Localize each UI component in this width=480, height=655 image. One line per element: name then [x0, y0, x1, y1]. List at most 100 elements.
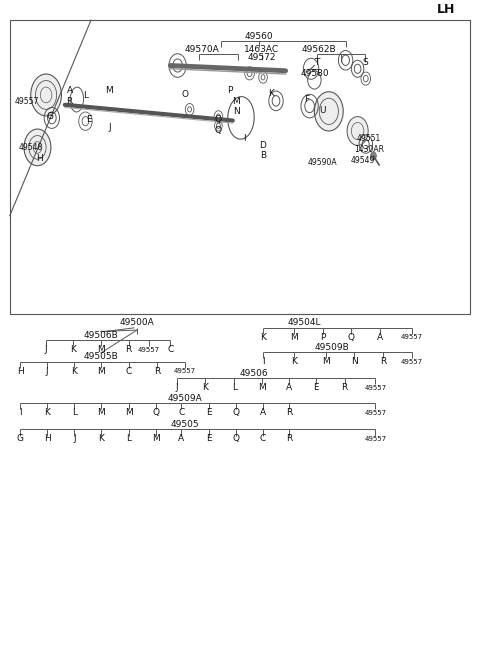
Text: K: K [268, 88, 274, 98]
Text: 49500A: 49500A [120, 318, 154, 327]
Text: M: M [97, 408, 105, 417]
Circle shape [314, 92, 343, 131]
Text: H: H [36, 154, 43, 163]
Text: R: R [286, 408, 292, 417]
Text: J: J [46, 367, 48, 376]
Text: 49572: 49572 [247, 53, 276, 62]
Text: A: A [260, 408, 266, 417]
Text: H: H [44, 434, 50, 443]
Text: E: E [86, 115, 92, 124]
Text: K: K [291, 357, 297, 366]
Text: 49580: 49580 [300, 69, 329, 78]
Text: L: L [72, 408, 77, 417]
Text: C: C [125, 367, 132, 376]
Circle shape [347, 117, 368, 145]
Text: 49557: 49557 [401, 358, 423, 365]
Text: M: M [125, 408, 132, 417]
Text: K: K [98, 434, 104, 443]
Text: 49509A: 49509A [168, 394, 202, 403]
Text: 49549: 49549 [350, 156, 374, 165]
Text: I: I [19, 408, 22, 417]
Text: R: R [125, 345, 132, 354]
Text: Q: Q [215, 126, 222, 136]
Text: J: J [108, 123, 111, 132]
Text: Q: Q [233, 434, 240, 443]
Text: 49570A: 49570A [184, 45, 219, 54]
Text: A: A [179, 434, 184, 443]
Text: 49557: 49557 [14, 97, 38, 106]
Text: S: S [362, 58, 368, 67]
Text: 49551: 49551 [357, 134, 381, 143]
FancyBboxPatch shape [10, 20, 470, 314]
Text: Q: Q [233, 408, 240, 417]
Text: N: N [351, 357, 358, 366]
Text: LH: LH [437, 3, 456, 16]
Text: Q: Q [215, 115, 222, 124]
Text: 49557: 49557 [401, 334, 423, 341]
Text: T: T [314, 58, 320, 67]
Text: R: R [286, 434, 292, 443]
Text: K: K [260, 333, 266, 342]
Text: M: M [97, 345, 105, 354]
Text: 49557: 49557 [364, 409, 386, 416]
Text: 49562B: 49562B [302, 45, 336, 54]
Circle shape [371, 152, 376, 160]
Text: 49557: 49557 [174, 368, 196, 375]
Text: F: F [304, 95, 309, 104]
Text: R: R [341, 383, 348, 392]
Text: N: N [233, 107, 240, 116]
Text: P: P [227, 86, 232, 95]
Text: P: P [320, 333, 325, 342]
Text: M: M [258, 383, 265, 392]
Text: 49506: 49506 [239, 369, 268, 378]
Text: K: K [44, 408, 50, 417]
Text: O: O [181, 90, 188, 100]
Text: M: M [106, 86, 113, 95]
Text: 49509B: 49509B [315, 343, 349, 352]
Text: 1430AR: 1430AR [355, 145, 384, 154]
Text: J: J [175, 383, 178, 392]
Text: K: K [72, 367, 77, 376]
Text: 49505B: 49505B [84, 352, 118, 362]
Text: B: B [260, 151, 266, 160]
Text: I: I [262, 357, 264, 366]
Text: 49504L: 49504L [288, 318, 322, 327]
Text: L: L [232, 383, 237, 392]
Text: G: G [47, 112, 54, 121]
Text: C: C [260, 434, 266, 443]
Text: M: M [323, 357, 330, 366]
Text: Q: Q [153, 408, 159, 417]
Text: 49505: 49505 [170, 420, 199, 429]
Text: M: M [152, 434, 160, 443]
Text: U: U [319, 105, 326, 115]
Text: R: R [154, 367, 161, 376]
Text: H: H [17, 367, 24, 376]
Text: A: A [377, 333, 383, 342]
Text: E: E [206, 408, 212, 417]
Text: A: A [286, 383, 292, 392]
Text: 49548: 49548 [19, 143, 43, 152]
Text: K: K [70, 345, 76, 354]
Text: L: L [83, 91, 88, 100]
Text: R: R [66, 97, 73, 106]
Text: E: E [206, 434, 212, 443]
Text: I: I [243, 134, 246, 143]
Text: 49557: 49557 [364, 436, 386, 442]
Text: C: C [167, 345, 174, 354]
Text: 49557: 49557 [138, 346, 160, 353]
Circle shape [31, 74, 61, 116]
Text: C: C [178, 408, 185, 417]
Text: Q: Q [348, 333, 355, 342]
Text: 49557: 49557 [364, 384, 386, 391]
Text: R: R [380, 357, 386, 366]
Text: M: M [232, 97, 240, 106]
Text: A: A [67, 86, 72, 95]
Text: 49590A: 49590A [308, 158, 337, 167]
Text: G: G [17, 434, 24, 443]
Text: 1463AC: 1463AC [244, 45, 279, 54]
Circle shape [24, 129, 51, 166]
Text: K: K [203, 383, 208, 392]
Text: 49560: 49560 [245, 31, 274, 41]
Text: 49506B: 49506B [84, 331, 118, 340]
Text: J: J [44, 345, 47, 354]
